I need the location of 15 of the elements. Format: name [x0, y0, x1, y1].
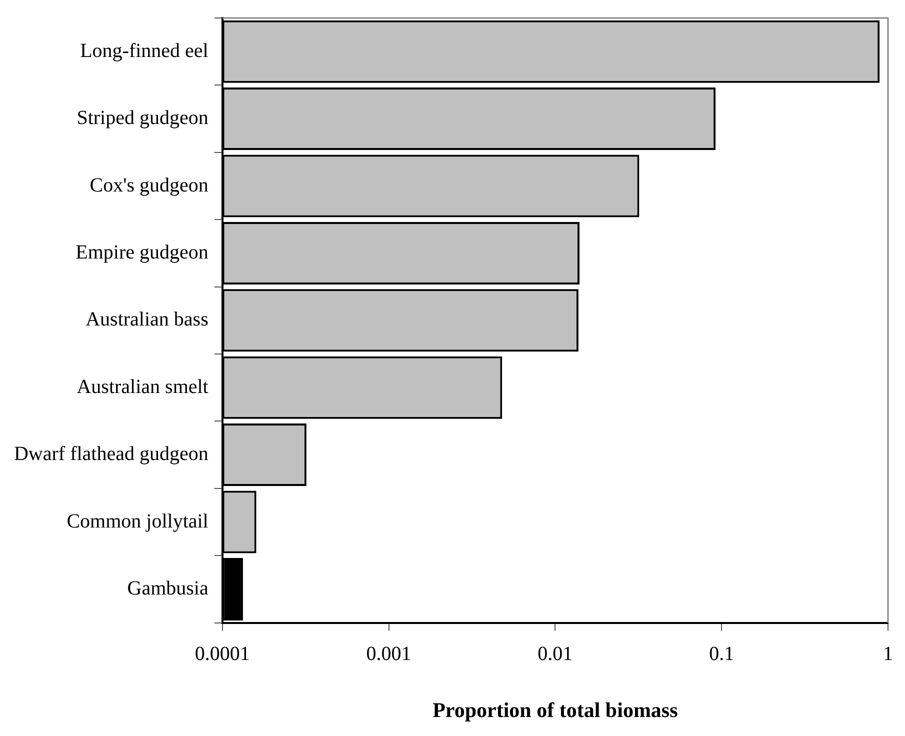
y-tick-label: Empire gudgeon: [76, 241, 208, 264]
x-tick-label: 1: [883, 643, 893, 666]
y-tick-label: Australian smelt: [76, 376, 209, 398]
y-tick-label: Common jollytail: [66, 510, 209, 532]
x-tick-label: 0.1: [709, 643, 734, 666]
y-tick-label: Long-finned eel: [80, 40, 209, 62]
x-tick-label: 0.0001: [194, 643, 250, 666]
x-axis-title: Proportion of total biomass: [432, 698, 678, 722]
y-tick-label: Cox's gudgeon: [90, 174, 208, 196]
y-tick-label: Gambusia: [127, 577, 208, 600]
y-tick-label: Australian bass: [86, 308, 209, 331]
x-tick-label: 0.01: [538, 643, 573, 666]
y-tick-label: Dwarf flathead gudgeon: [14, 443, 208, 466]
x-tick-label: 0.001: [366, 643, 412, 666]
y-tick-label: Striped gudgeon: [76, 107, 208, 130]
